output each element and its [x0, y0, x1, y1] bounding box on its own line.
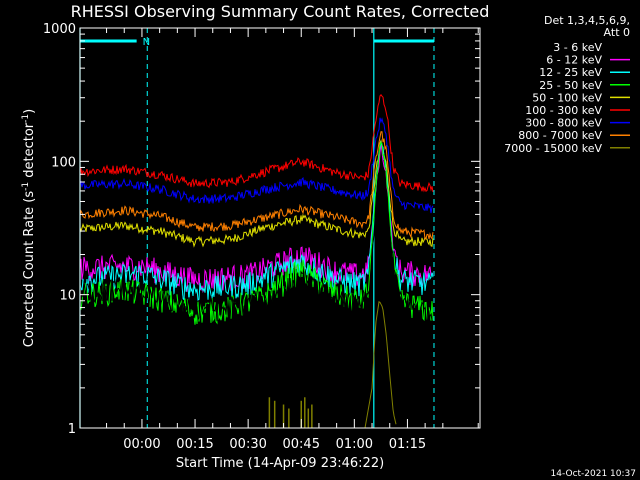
- series-line: [79, 175, 434, 328]
- legend-label: 800 - 7000 keV: [518, 129, 602, 142]
- y-axis-label-part: -1: [21, 182, 31, 191]
- legend-label: 3 - 6 keV: [553, 41, 602, 54]
- y-tick-label: 10: [59, 289, 76, 304]
- legend-label: 12 - 25 keV: [539, 66, 602, 79]
- y-axis-label-part: ): [22, 109, 37, 114]
- series-line: [79, 131, 434, 240]
- legend-label: 50 - 100 keV: [532, 91, 602, 104]
- series-line: [79, 141, 434, 325]
- chart-title: RHESSI Observing Summary Count Rates, Co…: [71, 2, 490, 21]
- legend-header-line: Att 0: [604, 26, 630, 39]
- y-axis-label-part: detector: [22, 122, 37, 182]
- y-tick-label: 100: [51, 155, 76, 170]
- series-line: [79, 117, 434, 214]
- plot-frame: [79, 27, 481, 429]
- x-tick-label: 00:30: [229, 437, 266, 452]
- x-tick-label: 00:15: [176, 437, 213, 452]
- y-tick-label: 1000: [43, 22, 76, 37]
- footer-date: 14-Oct-2021 10:37: [551, 469, 636, 479]
- y-tick-label: 1: [68, 422, 76, 437]
- legend-header: Det 1,3,4,5,6,9,Att 0: [544, 14, 630, 39]
- legend-label: 7000 - 15000 keV: [504, 142, 602, 155]
- y-axis-label-part: -1: [21, 114, 31, 123]
- x-tick-label: 01:15: [389, 437, 426, 452]
- x-tick-label: 00:00: [123, 437, 160, 452]
- y-axis-label: Corrected Count Rate (s-1 detector-1): [21, 109, 37, 347]
- y-axis-label-part: Corrected Count Rate (s: [22, 191, 37, 348]
- legend-label: 300 - 800 keV: [525, 117, 602, 130]
- night-marker: N: [143, 37, 150, 48]
- x-axis-label: Start Time (14-Apr-09 23:46:22): [176, 456, 384, 471]
- series-line: [79, 138, 434, 248]
- x-tick-label: 01:00: [336, 437, 373, 452]
- series-line: [364, 300, 397, 429]
- legend-label: 100 - 300 keV: [525, 104, 602, 117]
- legend-header-line: Det 1,3,4,5,6,9,: [544, 14, 630, 27]
- series-line: [79, 94, 434, 193]
- legend-label: 25 - 50 keV: [539, 79, 602, 92]
- x-tick-label: 00:45: [283, 437, 320, 452]
- axes: 1 10 100 1000 00:00 00:15 00:30 00:45 01:00 01:15: [43, 22, 481, 452]
- legend-label: 6 - 12 keV: [546, 54, 602, 67]
